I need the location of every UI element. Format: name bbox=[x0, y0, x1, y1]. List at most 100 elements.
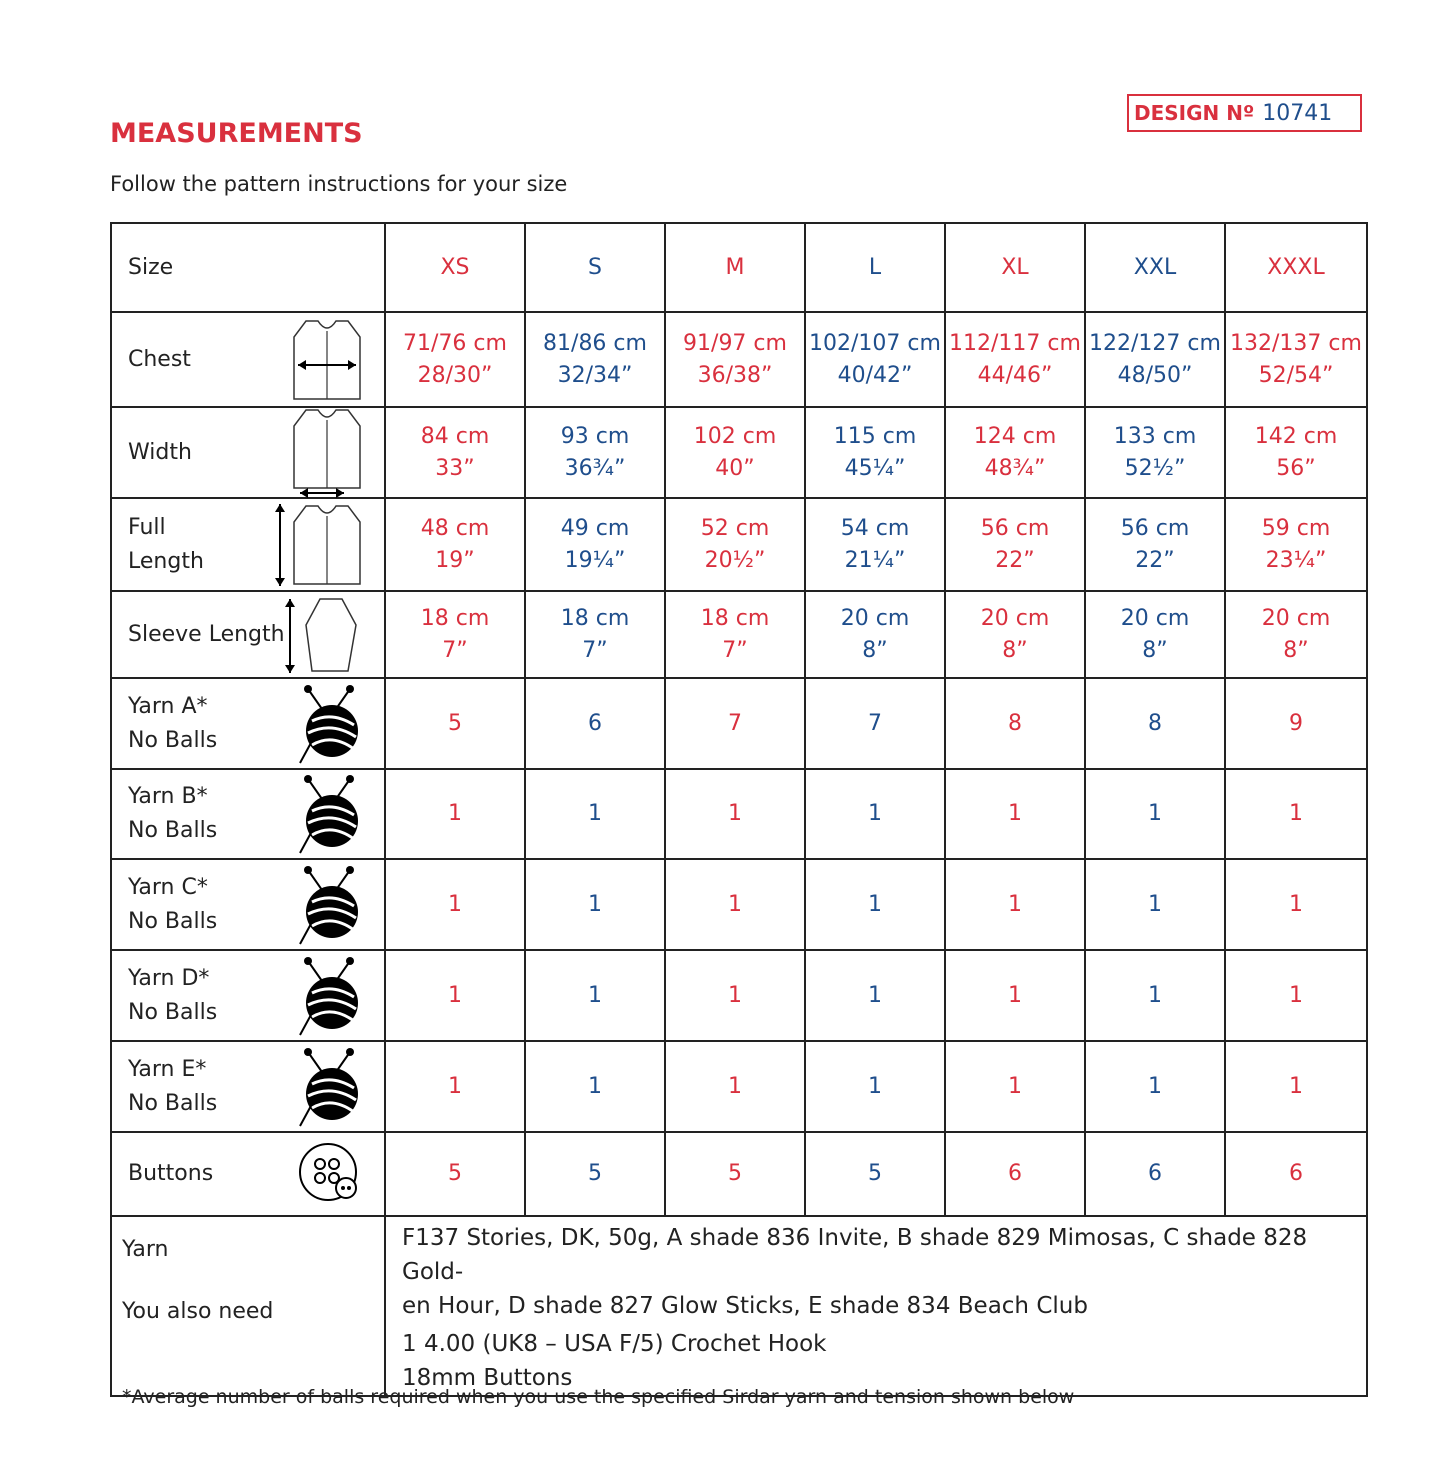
label-line: Yarn B* bbox=[128, 784, 208, 809]
icon bbox=[275, 503, 361, 586]
cell: 7 bbox=[804, 677, 946, 770]
cell: 1 bbox=[384, 1040, 526, 1133]
cell: 1 bbox=[384, 949, 526, 1042]
cell-line: 1 bbox=[728, 1073, 742, 1099]
cell: 18 cm 7” bbox=[384, 590, 526, 679]
cell-line: 84 cm bbox=[420, 423, 490, 449]
size: XS bbox=[384, 222, 526, 313]
cell-line: 1 bbox=[1148, 1073, 1162, 1099]
cell: 1 bbox=[384, 858, 526, 951]
cell-line: 91/97 cm bbox=[683, 330, 787, 356]
row-label: Yarn A* No Balls bbox=[110, 677, 386, 770]
cell: 5 bbox=[524, 1131, 666, 1217]
cell-line: 40/42” bbox=[837, 362, 913, 388]
cell-line: 1 bbox=[728, 982, 742, 1008]
cell-line: 22” bbox=[995, 547, 1035, 573]
cell-line: 1 bbox=[1289, 891, 1303, 917]
cell-line: 6 bbox=[1008, 1161, 1022, 1186]
row: Chest 71/76 cm 28/30” 81/86 cm 32/34” 91/97 c… bbox=[110, 311, 1368, 408]
cell-line: 44/46” bbox=[977, 362, 1053, 388]
cell: 48 cm 19” bbox=[384, 497, 526, 592]
cell-line: 7” bbox=[442, 637, 468, 663]
cell-line: 5 bbox=[448, 710, 462, 736]
size: XXL bbox=[1084, 222, 1226, 313]
label-line: Full bbox=[128, 514, 166, 540]
cell-line: 20 cm bbox=[1120, 605, 1190, 631]
cell: 1 bbox=[1224, 949, 1368, 1042]
cell-line: 6 bbox=[1289, 1161, 1303, 1186]
label-line: Yarn A* bbox=[128, 693, 208, 719]
cell: 5 bbox=[664, 1131, 806, 1217]
cell: 6 bbox=[1224, 1131, 1368, 1217]
icon bbox=[299, 1047, 358, 1126]
cell: 1 bbox=[804, 949, 946, 1042]
row-label: Yarn D* No Balls bbox=[110, 949, 386, 1042]
cell-line: 133 cm bbox=[1113, 423, 1197, 449]
cell-line: 19” bbox=[435, 547, 475, 573]
cell-line: 48/50” bbox=[1117, 362, 1193, 388]
cell-line: 20 cm bbox=[1261, 605, 1331, 631]
cell-line: 8 bbox=[1148, 710, 1162, 736]
label-line: Yarn C* bbox=[128, 874, 208, 900]
cell: 7 bbox=[664, 677, 806, 770]
cell: 20 cm 8” bbox=[1224, 590, 1368, 679]
cell: 1 bbox=[524, 768, 666, 860]
row: Buttons 5 5 5 5 6 6 6 bbox=[110, 1131, 1368, 1217]
cell: 93 cm 36¾” bbox=[524, 406, 666, 499]
cell: 1 bbox=[1224, 768, 1368, 860]
cell: 84 cm 33” bbox=[384, 406, 526, 499]
row: Yarn A* No Balls 5 6 7 7 8 8 9 bbox=[110, 677, 1368, 770]
cell-line: 1 bbox=[1008, 891, 1022, 917]
need-text: 1 4.00 (UK8 – USA F/5) Crochet Hook bbox=[402, 1331, 827, 1357]
cell-line: 36¾” bbox=[564, 455, 626, 481]
icon bbox=[299, 865, 358, 944]
cell-line: 45¼” bbox=[844, 455, 906, 481]
icon bbox=[299, 775, 358, 854]
design-box: DESIGN Nº 10741 bbox=[1127, 94, 1362, 132]
row: Yarn C* No Balls 1 1 1 1 1 1 1 bbox=[110, 858, 1368, 951]
cell-line: 56” bbox=[1276, 455, 1316, 481]
yarn-label: Yarn bbox=[122, 1237, 169, 1262]
cell-line: 1 bbox=[1289, 982, 1303, 1008]
cell-line: 115 cm bbox=[833, 423, 917, 449]
cell-line: 1 bbox=[1148, 801, 1162, 826]
cell-line: 5 bbox=[588, 1161, 602, 1186]
title: MEASUREMENTS bbox=[110, 118, 363, 149]
cell: 52 cm 20½” bbox=[664, 497, 806, 592]
cell-line: 1 bbox=[868, 1073, 882, 1099]
cell-line: 1 bbox=[448, 1073, 462, 1099]
label-line: Length bbox=[128, 548, 204, 574]
cell-line: 28/30” bbox=[417, 362, 493, 388]
cell-line: 54 cm bbox=[840, 515, 910, 541]
cell: 20 cm 8” bbox=[804, 590, 946, 679]
row-label: Buttons bbox=[110, 1131, 386, 1217]
cell-line: 18 cm bbox=[700, 605, 770, 631]
cell: 1 bbox=[804, 768, 946, 860]
cell-line: 122/127 cm bbox=[1089, 330, 1221, 356]
cell-line: 8” bbox=[1002, 637, 1028, 663]
cell-line: 32/34” bbox=[557, 362, 633, 388]
cell-line: 8” bbox=[1283, 637, 1309, 663]
cell: 54 cm 21¼” bbox=[804, 497, 946, 592]
cell-line: 1 bbox=[588, 1073, 602, 1099]
cell: 20 cm 8” bbox=[944, 590, 1086, 679]
cell: 133 cm 52½” bbox=[1084, 406, 1226, 499]
cell: 56 cm 22” bbox=[944, 497, 1086, 592]
cell-line: 93 cm bbox=[560, 423, 630, 449]
cell-line: 7 bbox=[868, 710, 882, 736]
cell: 1 bbox=[1084, 949, 1226, 1042]
row-label: Full Length bbox=[110, 497, 386, 592]
cell-line: 48 cm bbox=[420, 515, 490, 541]
cell-line: 21¼” bbox=[844, 547, 906, 573]
cell-line: 1 bbox=[868, 982, 882, 1008]
cell: 124 cm 48¾” bbox=[944, 406, 1086, 499]
header-row: Size XS S M L XL XXL XXXL bbox=[110, 222, 1368, 313]
cell: 1 bbox=[944, 1040, 1086, 1133]
cell: 6 bbox=[944, 1131, 1086, 1217]
row-label: Width bbox=[110, 406, 386, 499]
subtitle: Follow the pattern instructions for your… bbox=[110, 172, 568, 196]
cell: 5 bbox=[384, 1131, 526, 1217]
cell-line: 1 bbox=[868, 801, 882, 826]
cell: 20 cm 8” bbox=[1084, 590, 1226, 679]
